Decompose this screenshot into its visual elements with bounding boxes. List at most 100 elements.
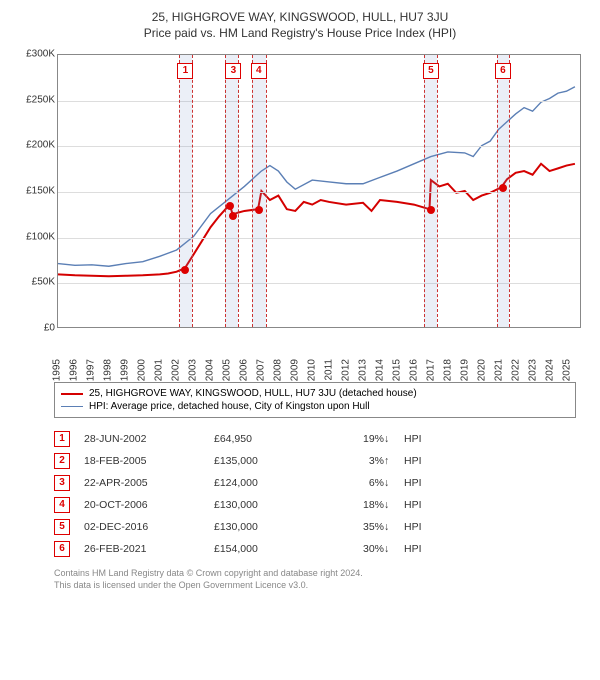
transaction-suffix: HPI: [404, 433, 444, 445]
x-axis-label: 2011: [324, 359, 335, 381]
transaction-price: £154,000: [214, 543, 324, 555]
transaction-suffix: HPI: [404, 455, 444, 467]
annotation-dash: [238, 55, 239, 327]
transaction-date: 18-FEB-2005: [84, 455, 214, 467]
arrow-down-icon: [384, 433, 404, 445]
legend: 25, HIGHGROVE WAY, KINGSWOOD, HULL, HU7 …: [54, 382, 576, 418]
y-axis-label: £300K: [15, 49, 55, 60]
arrow-down-icon: [384, 477, 404, 489]
y-axis-label: £100K: [15, 231, 55, 242]
transaction-price: £124,000: [214, 477, 324, 489]
transaction-price: £64,950: [214, 433, 324, 445]
plot-area: 13456: [57, 54, 581, 328]
transaction-suffix: HPI: [404, 543, 444, 555]
transaction-pct: 6%: [324, 477, 384, 489]
transaction-row: 6 26-FEB-2021£154,00030% HPI: [54, 538, 576, 560]
footer-line2: This data is licensed under the Open Gov…: [54, 580, 576, 592]
x-axis-label: 2019: [460, 359, 471, 381]
x-axis-label: 2023: [528, 359, 539, 381]
annotation-dash: [252, 55, 253, 327]
shaded-range: [179, 55, 193, 327]
annotation-dash: [266, 55, 267, 327]
transaction-row: 502-DEC-2016£130,00035%HPI: [54, 516, 576, 538]
transaction-number: 3: [54, 475, 70, 491]
shaded-range: [252, 55, 266, 327]
x-axis-label: 1999: [120, 359, 131, 381]
x-axis-label: 2017: [426, 359, 437, 381]
transaction-number: 5: [54, 519, 70, 535]
x-axis-label: 2021: [494, 359, 505, 381]
annotation-marker: 4: [251, 63, 267, 79]
transaction-dot: [181, 266, 189, 274]
transaction-dot: [427, 206, 435, 214]
annotation-marker: 1: [177, 63, 193, 79]
arrow-up-icon: [384, 455, 404, 467]
transaction-dot: [499, 184, 507, 192]
x-axis-label: 2022: [511, 359, 522, 381]
footer-line1: Contains HM Land Registry data © Crown c…: [54, 568, 576, 580]
x-axis-label: 2016: [409, 359, 420, 381]
transaction-date: 20-OCT-2006: [84, 499, 214, 511]
transaction-row: 4 20-OCT-2006£130,00018% HPI: [54, 494, 576, 516]
transaction-row: 128-JUN-2002£64,95019%HPI: [54, 428, 576, 450]
legend-swatch: [61, 393, 83, 395]
transaction-pct: 35%: [324, 521, 384, 533]
transaction-price: £130,000: [214, 521, 324, 533]
y-axis-label: £200K: [15, 140, 55, 151]
transaction-date: 02-DEC-2016: [84, 521, 214, 533]
shaded-range: [225, 55, 239, 327]
x-axis-label: 2004: [205, 359, 216, 381]
x-axis-label: 1995: [52, 359, 63, 381]
x-axis-label: 2001: [154, 359, 165, 381]
transaction-price: £135,000: [214, 455, 324, 467]
legend-label: HPI: Average price, detached house, City…: [89, 401, 370, 412]
x-axis-label: 2024: [545, 359, 556, 381]
transaction-date: 22-APR-2005: [84, 477, 214, 489]
transaction-number: 2: [54, 453, 70, 469]
x-axis-label: 2007: [256, 359, 267, 381]
arrow-down-icon: [384, 543, 404, 555]
annotation-dash: [424, 55, 425, 327]
title-subtitle: Price paid vs. HM Land Registry's House …: [12, 26, 588, 40]
transaction-row: 2 18-FEB-2005£135,0003% HPI: [54, 450, 576, 472]
arrow-down-icon: [384, 521, 404, 533]
title-address: 25, HIGHGROVE WAY, KINGSWOOD, HULL, HU7 …: [12, 10, 588, 24]
x-axis-label: 2006: [239, 359, 250, 381]
transaction-row: 3 22-APR-2005£124,0006% HPI: [54, 472, 576, 494]
transaction-pct: 3%: [324, 455, 384, 467]
x-axis-label: 2014: [375, 359, 386, 381]
transaction-suffix: HPI: [404, 477, 444, 489]
x-axis-label: 2025: [562, 359, 573, 381]
x-axis-label: 2020: [477, 359, 488, 381]
x-axis-label: 2003: [188, 359, 199, 381]
transaction-table: 128-JUN-2002£64,95019%HPI218-FEB-2005£13…: [54, 428, 576, 560]
transaction-price: £130,000: [214, 499, 324, 511]
transaction-pct: 30%: [324, 543, 384, 555]
transaction-suffix: HPI: [404, 499, 444, 511]
annotation-dash: [437, 55, 438, 327]
x-axis-label: 2012: [341, 359, 352, 381]
transaction-dot: [226, 202, 234, 210]
annotation-dash: [509, 55, 510, 327]
annotation-dash: [192, 55, 193, 327]
transaction-pct: 18%: [324, 499, 384, 511]
x-axis-label: 1998: [103, 359, 114, 381]
transaction-number: 6: [54, 541, 70, 557]
x-axis-label: 2015: [392, 359, 403, 381]
price-chart: £0£50K£100K£150K£200K£250K£300K 13456 19…: [15, 48, 585, 374]
arrow-down-icon: [384, 499, 404, 511]
chart-titles: 25, HIGHGROVE WAY, KINGSWOOD, HULL, HU7 …: [12, 10, 588, 40]
shaded-range: [424, 55, 438, 327]
x-axis-label: 2000: [137, 359, 148, 381]
transaction-number: 4: [54, 497, 70, 513]
legend-label: 25, HIGHGROVE WAY, KINGSWOOD, HULL, HU7 …: [89, 388, 417, 399]
transaction-dot: [229, 212, 237, 220]
y-axis-label: £0: [15, 323, 55, 334]
x-axis-label: 1997: [86, 359, 97, 381]
transaction-date: 26-FEB-2021: [84, 543, 214, 555]
legend-swatch: [61, 406, 83, 407]
x-axis-label: 2018: [443, 359, 454, 381]
x-axis-label: 1996: [69, 359, 80, 381]
x-axis-label: 2013: [358, 359, 369, 381]
footer-attribution: Contains HM Land Registry data © Crown c…: [54, 568, 576, 591]
